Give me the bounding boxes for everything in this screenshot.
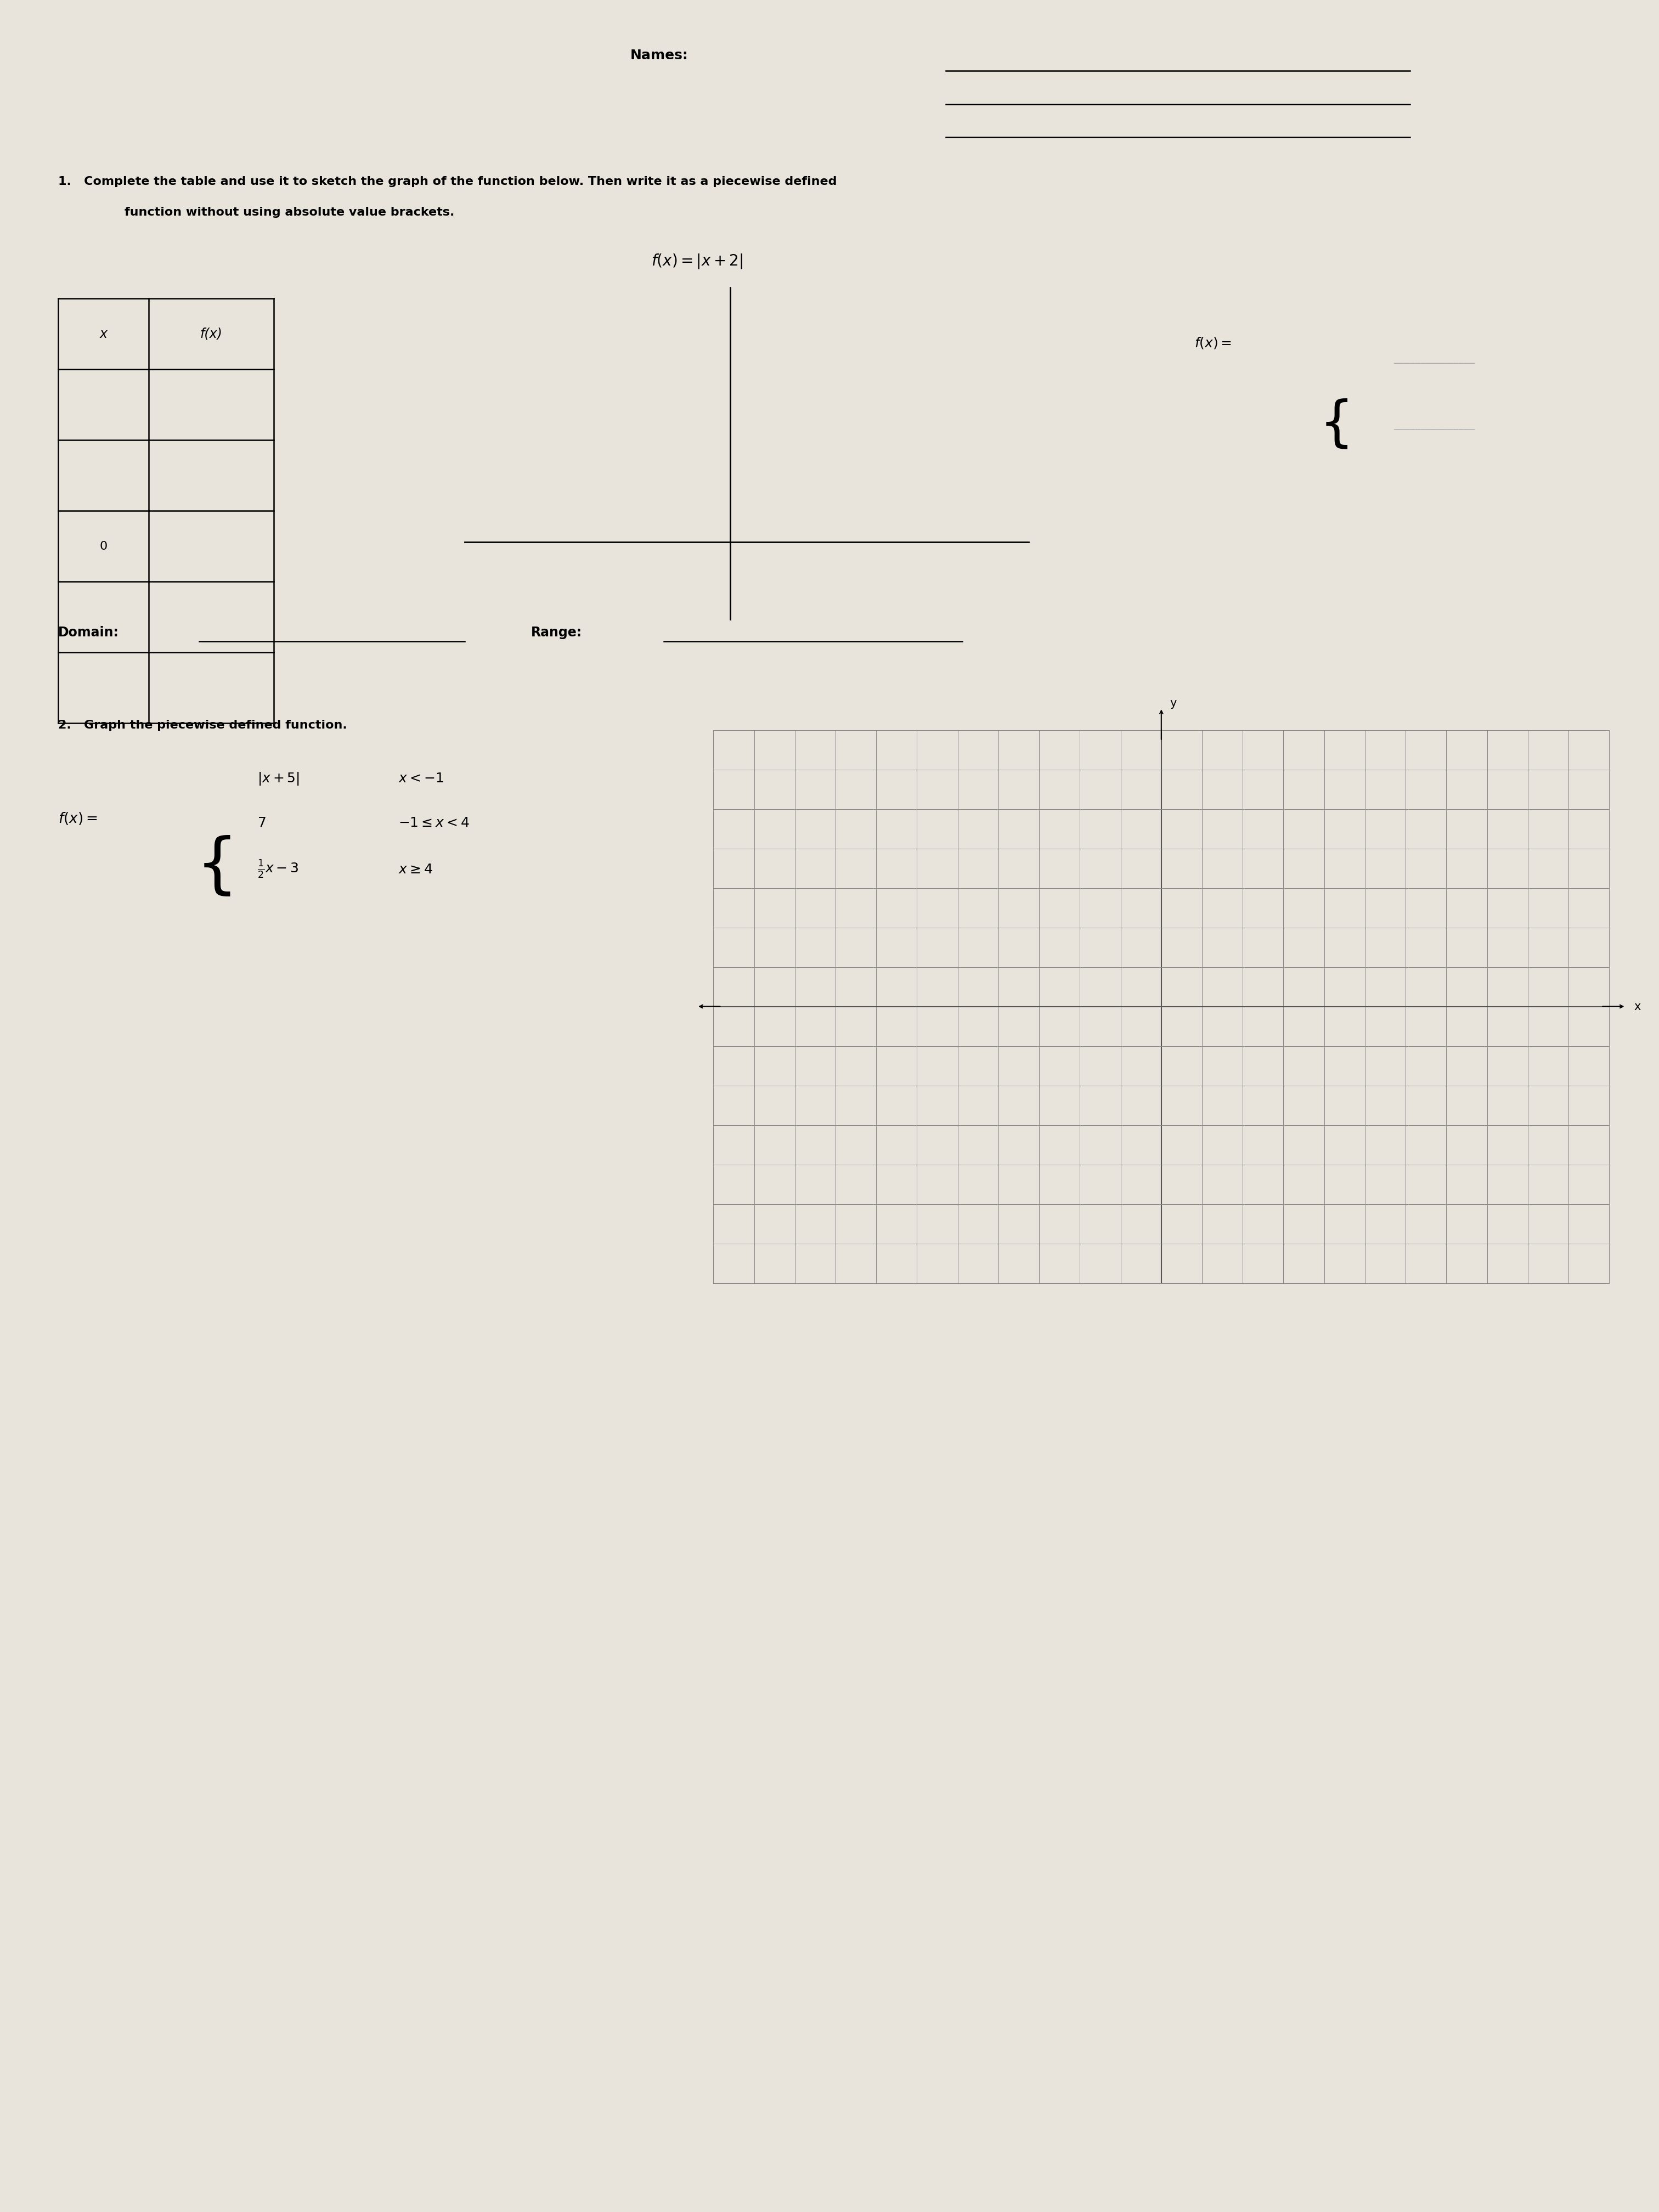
Text: $7$: $7$ (257, 816, 265, 830)
Text: Range:: Range: (531, 626, 582, 639)
Text: $\frac{1}{2}x - 3$: $\frac{1}{2}x - 3$ (257, 858, 299, 880)
Text: $f(x) = $: $f(x) = $ (1194, 336, 1233, 349)
Text: $x < -1$: $x < -1$ (398, 772, 443, 785)
Text: $f(x) = |x + 2|$: $f(x) = |x + 2|$ (650, 252, 743, 270)
Text: {: { (196, 834, 239, 900)
Text: y: y (1170, 699, 1176, 708)
Text: f(x): f(x) (201, 327, 222, 341)
Text: x: x (100, 327, 108, 341)
Text: function without using absolute value brackets.: function without using absolute value br… (124, 208, 455, 217)
Text: $|x + 5|$: $|x + 5|$ (257, 770, 299, 787)
Text: _______________: _______________ (1394, 354, 1475, 363)
Text: 1.   Complete the table and use it to sketch the graph of the function below. Th: 1. Complete the table and use it to sket… (58, 177, 836, 186)
Text: 0: 0 (100, 542, 108, 551)
Text: Domain:: Domain: (58, 626, 119, 639)
Text: $f(x) = $: $f(x) = $ (58, 812, 98, 825)
Text: 2.   Graph the piecewise defined function.: 2. Graph the piecewise defined function. (58, 721, 347, 730)
Text: $-1 \leq x < 4$: $-1 \leq x < 4$ (398, 816, 469, 830)
Text: {: { (1319, 398, 1354, 451)
Text: $x \geq 4$: $x \geq 4$ (398, 863, 433, 876)
Text: x: x (1634, 1002, 1641, 1011)
Text: _______________: _______________ (1394, 420, 1475, 429)
Text: Names:: Names: (630, 49, 688, 62)
